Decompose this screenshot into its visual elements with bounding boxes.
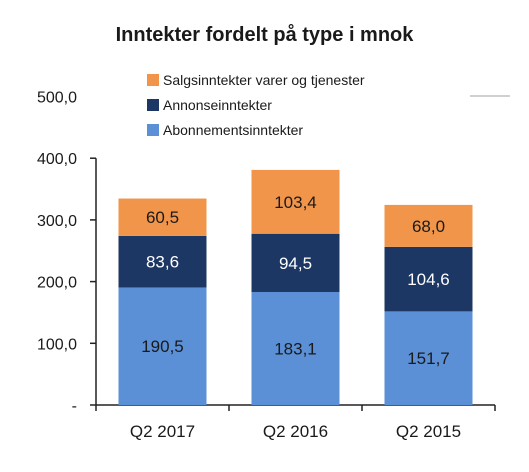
legend-label: Abonnementsinntekter bbox=[163, 122, 303, 138]
legend-swatch bbox=[147, 124, 159, 136]
data-label: 103,4 bbox=[274, 193, 317, 212]
bar-segment bbox=[118, 235, 207, 288]
data-label: 190,5 bbox=[141, 337, 184, 356]
bar-segment bbox=[384, 204, 473, 247]
y-tick-label: - bbox=[72, 398, 77, 415]
chart-title: Inntekter fordelt på type i mnok bbox=[115, 24, 414, 46]
x-category-label: Q2 2017 bbox=[130, 422, 195, 441]
data-label: 183,1 bbox=[274, 340, 317, 359]
legend-label: Salgsinntekter varer og tjenester bbox=[163, 72, 365, 88]
y-tick-label: 200,0 bbox=[37, 275, 77, 292]
data-label: 83,6 bbox=[146, 253, 179, 272]
bar-segment bbox=[251, 233, 340, 293]
data-label: 151,7 bbox=[407, 349, 450, 368]
bars-layer: 190,5 83,6 60,5 Q2 2017 183,1 94,5 103,4 Q2 201… bbox=[118, 169, 473, 441]
bar-segment bbox=[251, 169, 340, 234]
bar-segment bbox=[251, 292, 340, 405]
y-tick-label: 100,0 bbox=[37, 336, 77, 353]
data-label: 60,5 bbox=[146, 208, 179, 227]
bar-segment bbox=[384, 246, 473, 312]
data-label: 104,6 bbox=[407, 270, 450, 289]
legend-swatch bbox=[147, 99, 159, 111]
y-tick-label: 300,0 bbox=[37, 213, 77, 230]
data-label: 68,0 bbox=[412, 217, 445, 236]
bar-segment bbox=[118, 287, 207, 405]
bar-segment bbox=[384, 311, 473, 405]
data-label: 94,5 bbox=[279, 254, 312, 273]
legend: Salgsinntekter varer og tjenester Annonse… bbox=[147, 72, 510, 138]
y-tick-label: 400,0 bbox=[37, 151, 77, 168]
legend-swatch bbox=[147, 74, 159, 86]
x-category-label: Q2 2016 bbox=[263, 422, 328, 441]
legend-label: Annonseinntekter bbox=[163, 97, 272, 113]
y-tick-label: 500,0 bbox=[37, 90, 77, 107]
bar-segment bbox=[118, 198, 207, 236]
x-category-label: Q2 2015 bbox=[396, 422, 461, 441]
